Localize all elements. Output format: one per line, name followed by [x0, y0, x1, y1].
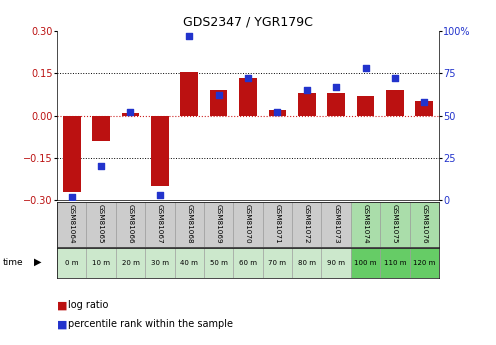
Text: ■: ■	[57, 319, 67, 329]
Bar	[57, 248, 86, 278]
Point	[215, 92, 223, 98]
Bar	[268, 110, 286, 116]
Text: GSM81076: GSM81076	[421, 205, 427, 244]
Point	[303, 87, 310, 93]
Text: 30 m: 30 m	[151, 260, 169, 266]
Text: 40 m: 40 m	[181, 260, 198, 266]
Point	[420, 99, 428, 105]
Bar	[175, 248, 204, 278]
Text: 50 m: 50 m	[210, 260, 228, 266]
Text: time: time	[2, 258, 23, 267]
Text: 10 m: 10 m	[92, 260, 110, 266]
Point	[156, 192, 164, 198]
Text: GSM81074: GSM81074	[363, 205, 369, 244]
Point	[186, 33, 193, 39]
Text: 120 m: 120 m	[413, 260, 435, 266]
Text: 110 m: 110 m	[383, 260, 406, 266]
Text: GSM81069: GSM81069	[216, 205, 222, 244]
Point	[126, 109, 134, 115]
Text: 20 m: 20 m	[122, 260, 139, 266]
Text: 90 m: 90 m	[327, 260, 345, 266]
Bar	[145, 248, 175, 278]
Text: GSM81070: GSM81070	[245, 205, 251, 244]
Bar	[86, 248, 116, 278]
Text: GSM81073: GSM81073	[333, 205, 339, 244]
Bar	[416, 101, 433, 116]
Bar	[321, 248, 351, 278]
Bar	[116, 202, 145, 247]
Text: GSM81071: GSM81071	[274, 205, 280, 244]
Bar	[263, 202, 292, 247]
Bar	[292, 202, 321, 247]
Bar	[233, 248, 263, 278]
Bar	[92, 116, 110, 141]
Text: 100 m: 100 m	[354, 260, 377, 266]
Bar	[145, 202, 175, 247]
Text: 0 m: 0 m	[65, 260, 78, 266]
Bar	[122, 113, 139, 116]
Point	[362, 66, 370, 71]
Bar	[63, 116, 80, 191]
Bar	[327, 93, 345, 116]
Point	[68, 194, 76, 199]
Bar	[204, 248, 233, 278]
Point	[332, 84, 340, 90]
Bar	[181, 72, 198, 116]
Bar	[239, 78, 257, 116]
Text: GSM81068: GSM81068	[186, 205, 192, 244]
Text: GSM81075: GSM81075	[392, 205, 398, 244]
Bar	[233, 202, 263, 247]
Bar	[410, 202, 439, 247]
Bar	[410, 248, 439, 278]
Bar	[210, 90, 228, 116]
Bar	[357, 96, 374, 116]
Bar	[380, 202, 410, 247]
Point	[244, 76, 252, 81]
Text: GSM81064: GSM81064	[69, 205, 75, 244]
Point	[97, 164, 105, 169]
Text: GSM81072: GSM81072	[304, 205, 310, 244]
Bar	[298, 93, 315, 116]
Bar	[351, 202, 380, 247]
Text: GSM81065: GSM81065	[98, 205, 104, 244]
Bar	[204, 202, 233, 247]
Point	[273, 109, 281, 115]
Text: 60 m: 60 m	[239, 260, 257, 266]
Bar	[57, 202, 86, 247]
Bar	[175, 202, 204, 247]
Bar	[321, 202, 351, 247]
Bar	[351, 248, 380, 278]
Bar	[151, 116, 169, 186]
Text: 70 m: 70 m	[268, 260, 286, 266]
Bar	[386, 90, 404, 116]
Text: log ratio: log ratio	[68, 300, 109, 310]
Bar	[116, 248, 145, 278]
Bar	[86, 202, 116, 247]
Text: percentile rank within the sample: percentile rank within the sample	[68, 319, 234, 329]
Text: GSM81067: GSM81067	[157, 205, 163, 244]
Bar	[380, 248, 410, 278]
Text: GSM81066: GSM81066	[127, 205, 133, 244]
Bar	[292, 248, 321, 278]
Text: ▶: ▶	[34, 257, 41, 267]
Point	[391, 76, 399, 81]
Title: GDS2347 / YGR179C: GDS2347 / YGR179C	[183, 16, 313, 29]
Text: ■: ■	[57, 300, 67, 310]
Bar	[263, 248, 292, 278]
Text: 80 m: 80 m	[298, 260, 316, 266]
